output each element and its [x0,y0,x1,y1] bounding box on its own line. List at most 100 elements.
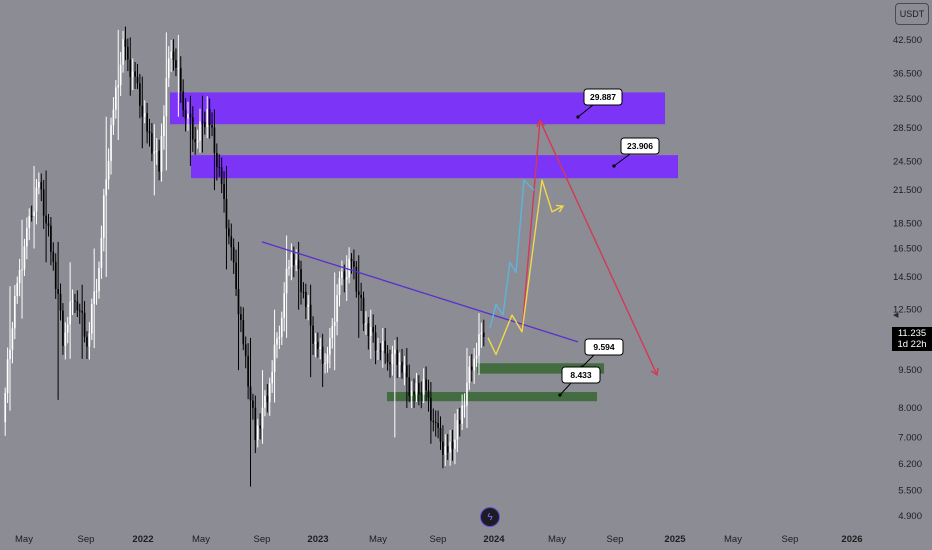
candle-body [302,291,305,293]
candle-body [23,246,26,270]
candle-body [54,261,57,289]
candle-body [26,227,28,247]
candle-body [252,400,254,408]
price-callout-box[interactable] [583,88,623,106]
candle-body [165,77,168,117]
candle-body [285,268,288,294]
red-path-peak-arrowhead [536,119,545,128]
callout-pointer [577,104,594,118]
candle-body [59,293,62,311]
red-path-end-arrowhead [650,367,659,376]
candle-body [158,150,160,172]
candle-body [389,362,391,365]
price-callout-box[interactable] [561,366,601,384]
candle-body [273,344,276,373]
candle-body [381,340,384,352]
candle-body [297,259,300,270]
candle-body [249,386,252,401]
candle-body [114,87,117,110]
candle-body [105,179,108,196]
candle-body [336,295,338,322]
candle-body [228,228,230,237]
candle-body [338,278,341,296]
currency-selector[interactable]: USDT [895,3,929,25]
candle-body [456,420,459,440]
triangle-left-icon: ◀ [893,312,899,319]
candle-body [393,349,396,355]
candle-body [119,64,122,86]
candle-body [155,150,158,152]
price-callout-label: 23.906 [627,141,653,151]
candle-body [66,324,69,333]
price-axis-label: 8.000 [898,403,922,414]
price-axis-label: 42.500 [893,35,922,46]
projection-path-blue[interactable] [489,179,535,329]
resistance-zone[interactable] [191,155,678,179]
candle-body [401,361,403,373]
price-callout-box[interactable] [584,338,624,356]
candle-body [196,140,199,143]
resistance-zone[interactable] [170,92,665,125]
candle-body [69,301,71,325]
candle-body [78,310,81,312]
candle-body [93,291,96,305]
price-callout-label: 9.594 [593,342,615,352]
candle-body [384,340,387,354]
candle-body [163,116,165,137]
candle-body [151,133,153,154]
candle-body [88,333,91,347]
candle-body [102,195,105,238]
price-axis-label: 32.500 [893,94,922,105]
candle-body [9,349,11,360]
candle-body [451,441,454,449]
projection-path-yellow[interactable] [487,179,564,356]
candle-body [211,125,213,128]
candle-body [124,39,127,47]
candle-body [268,383,271,403]
yellow-path-arrowhead [555,204,565,213]
price-axis-label: 21.500 [893,185,922,196]
candle-body [141,105,144,117]
candle-body [396,349,399,365]
time-axis-label: Sep [78,534,95,545]
callout-pointer [559,382,572,396]
callout-dot [576,115,580,119]
support-zone[interactable] [387,392,597,402]
time-axis-label: Sep [430,534,447,545]
price-callout-box[interactable] [620,137,660,155]
candle-body [254,407,257,440]
candle-body [374,332,377,351]
candle-body [107,160,110,180]
candle-body [369,326,372,337]
candle-body [18,269,21,283]
candle-body [30,215,33,217]
candle-body [283,293,286,318]
candle-body [473,358,476,371]
candle-body [83,312,86,337]
candle-body [220,167,223,184]
candle-body [50,225,52,252]
candle-body [90,304,93,334]
candle-body [71,300,74,302]
candle-body [225,198,228,229]
price-axis-label: 6.200 [898,459,922,470]
candle-body [184,109,187,119]
candle-body [444,446,447,455]
candle-body [422,379,425,395]
candle-body [167,58,170,78]
candle-body [45,215,47,224]
candle-body [122,39,124,65]
candle-body [160,136,163,172]
candle-body [427,390,430,399]
candle-body [148,131,151,134]
candle-body [341,271,343,279]
candle-body [74,300,76,302]
lightning-bolt-icon[interactable]: ϟ [480,507,500,527]
descending-trendline[interactable] [261,241,579,343]
time-axis-label: Sep [782,534,799,545]
candle-body [271,372,273,384]
candle-body [240,314,242,320]
support-zone[interactable] [477,363,604,374]
